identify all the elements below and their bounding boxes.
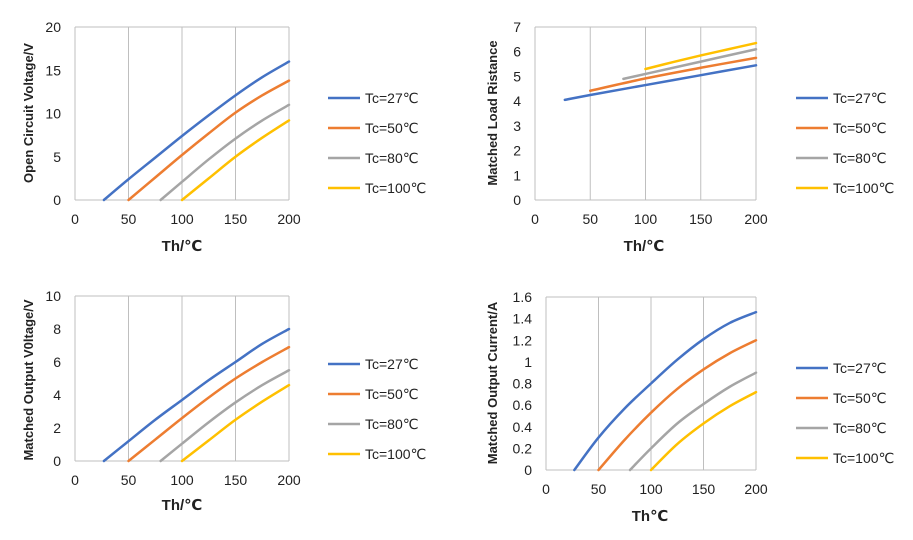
legend-label: Tc=50℃ [833,120,886,136]
y-tick-label: 8 [53,321,61,337]
legend: Tc=27℃ Tc=50℃ Tc=80℃ Tc=100℃ [796,360,894,466]
y-tick-label: 0 [53,192,61,208]
legend: Tc=27℃ Tc=50℃ Tc=80℃ Tc=100℃ [796,90,894,196]
x-tick-label: 0 [71,472,79,488]
series-line-3 [628,371,758,472]
y-tick-label: 6 [53,354,61,370]
y-axis-label: Matched Output V0ltage/V [21,299,36,460]
y-tick-label: 15 [45,62,61,78]
series-line-1 [573,310,758,472]
x-tick-label: 150 [224,472,248,488]
y-tick-label: 0 [53,453,61,469]
series-line-4 [649,390,758,472]
y-tick-label: 1.4 [513,311,533,327]
x-tick-label: 100 [634,211,658,227]
legend-label: Tc=50℃ [365,120,418,136]
y-tick-label: 0.4 [513,419,533,435]
y-tick-label: 2 [53,420,61,436]
legend-label: Tc=27℃ [365,356,418,372]
legend-label: Tc=100℃ [365,446,426,462]
y-tick-label: 4 [513,93,521,109]
y-tick-label: 0.8 [513,376,533,392]
y-tick-label: 2 [513,143,521,159]
chart-4: 0 50 100 150 200 0 0.2 0.4 0.6 0.8 1 1.2 1.4 1.6 Th℃ Ma… [485,289,894,525]
legend-label: Tc=80℃ [833,150,886,166]
x-axis-label: Th/℃ [624,238,665,255]
x-tick-label: 50 [121,472,137,488]
legend-label: Tc=50℃ [833,390,886,406]
x-tick-label: 150 [224,211,248,227]
y-axis-label: Matched Output Current/A [485,301,500,464]
x-tick-label: 100 [639,481,663,497]
x-tick-label: 150 [692,481,716,497]
x-tick-label: 0 [531,211,539,227]
legend-label: Tc=80℃ [365,150,418,166]
legend-label: Tc=80℃ [833,420,886,436]
legend-label: Tc=27℃ [833,360,886,376]
y-tick-label: 1 [513,167,521,183]
series-line-2 [127,345,291,463]
series-line-2 [127,79,291,202]
y-tick-label: 5 [53,149,61,165]
x-tick-label: 100 [170,211,194,227]
y-tick-label: 0 [524,462,532,478]
legend-label: Tc=100℃ [365,180,426,196]
y-tick-label: 3 [513,118,521,134]
series-line-1 [102,327,291,463]
y-tick-label: 10 [45,106,61,122]
chart-2: 0 50 100 150 200 0 1 2 3 4 5 6 7 Th/℃ Matched Load Ris… [485,19,894,255]
x-tick-label: 200 [744,211,768,227]
x-axis-label: Th℃ [632,508,669,525]
chart-3: 0 50 100 150 200 0 2 4 6 8 10 Th/℃ Matched Output V0… [21,288,426,514]
series-line-3 [622,47,758,81]
y-tick-label: 20 [45,19,61,35]
chart-1: 0 50 100 150 200 0 5 10 15 20 Th/℃ Open Circuit Vol… [21,19,426,255]
series-line-2 [597,339,758,472]
x-tick-label: 200 [277,211,301,227]
series-line-1 [102,60,291,202]
series-line-3 [159,369,291,463]
legend: Tc=27℃ Tc=50℃ Tc=80℃ Tc=100℃ [328,90,426,196]
y-axis-label: Matched Load Ristance [485,40,500,185]
y-tick-label: 1.6 [513,289,533,305]
series-line-3 [159,103,291,202]
y-tick-label: 10 [45,288,61,304]
y-tick-label: 0.2 [513,440,533,456]
y-tick-label: 5 [513,68,521,84]
series-line-2 [589,56,758,93]
legend: Tc=27℃ Tc=50℃ Tc=80℃ Tc=100℃ [328,356,426,462]
legend-label: Tc=100℃ [833,180,894,196]
x-axis-label: Th/℃ [162,238,203,255]
y-axis-label: Open Circuit Voltage/V [21,43,36,183]
x-tick-label: 0 [542,481,550,497]
x-tick-label: 50 [591,481,607,497]
x-tick-label: 100 [170,472,194,488]
x-tick-label: 200 [277,472,301,488]
series-line-1 [563,64,758,102]
y-tick-label: 4 [53,387,61,403]
legend-label: Tc=27℃ [833,90,886,106]
y-tick-label: 1 [524,354,532,370]
legend-label: Tc=50℃ [365,386,418,402]
x-tick-label: 50 [582,211,598,227]
y-tick-label: 0 [513,192,521,208]
x-tick-label: 150 [689,211,713,227]
x-tick-label: 200 [744,481,768,497]
legend-label: Tc=100℃ [833,450,894,466]
y-tick-label: 0.6 [513,397,533,413]
legend-label: Tc=27℃ [365,90,418,106]
legend-label: Tc=80℃ [365,416,418,432]
y-tick-label: 7 [513,19,521,35]
y-tick-label: 1.2 [513,332,533,348]
x-axis-label: Th/℃ [162,497,203,514]
x-tick-label: 50 [121,211,137,227]
y-tick-label: 6 [513,44,521,60]
series-line-4 [644,41,758,71]
series-line-4 [180,383,291,463]
series-line-4 [180,119,291,202]
x-tick-label: 0 [71,211,79,227]
